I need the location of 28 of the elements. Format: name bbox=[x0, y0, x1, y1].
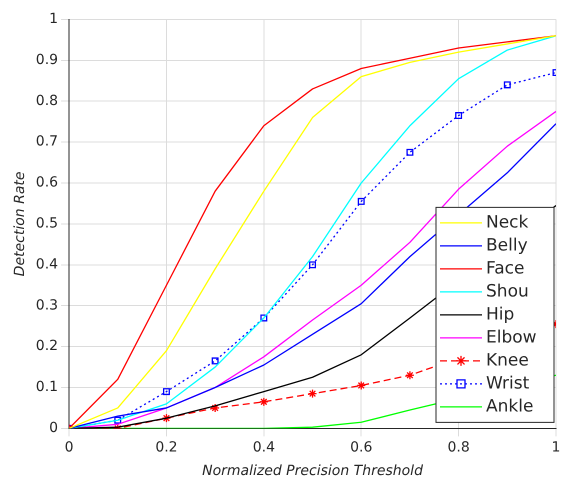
y-tick-label: 0.5 bbox=[36, 216, 58, 232]
legend-label: Neck bbox=[486, 212, 529, 232]
x-tick-label: 0.6 bbox=[350, 439, 372, 456]
y-tick-label: 0.3 bbox=[36, 297, 58, 314]
y-tick-label: 0.7 bbox=[36, 134, 58, 150]
y-tick-label: 0.6 bbox=[36, 174, 58, 191]
y-tick-label: 0.8 bbox=[36, 92, 58, 109]
y-axis-title: Detection Rate bbox=[12, 171, 28, 276]
legend-label: Elbow bbox=[486, 327, 537, 348]
x-tick-label: 1 bbox=[552, 439, 560, 456]
x-tick-label: 0 bbox=[64, 439, 74, 456]
legend-label: Ankle bbox=[486, 396, 534, 416]
legend-label: Shou bbox=[486, 281, 529, 302]
legend-label: Wrist bbox=[486, 373, 530, 394]
y-tick-label: 1 bbox=[49, 11, 58, 28]
x-tick-label: 0.8 bbox=[447, 439, 470, 456]
legend-label: Belly bbox=[486, 235, 528, 256]
x-tick-label: 0.2 bbox=[155, 439, 178, 456]
y-tick-label: 0.2 bbox=[36, 338, 58, 354]
y-tick-label: 0.9 bbox=[36, 52, 58, 68]
legend-label: Face bbox=[486, 258, 524, 278]
legend-label: Hip bbox=[486, 304, 514, 324]
x-axis-title: Normalized Precision Threshold bbox=[202, 463, 424, 480]
y-tick-label: 0.4 bbox=[36, 256, 58, 272]
x-tick-label: 0.4 bbox=[252, 439, 276, 456]
legend-label: Knee bbox=[486, 350, 529, 370]
y-tick-label: 0 bbox=[49, 420, 58, 436]
y-tick-label: 0.1 bbox=[36, 379, 58, 396]
